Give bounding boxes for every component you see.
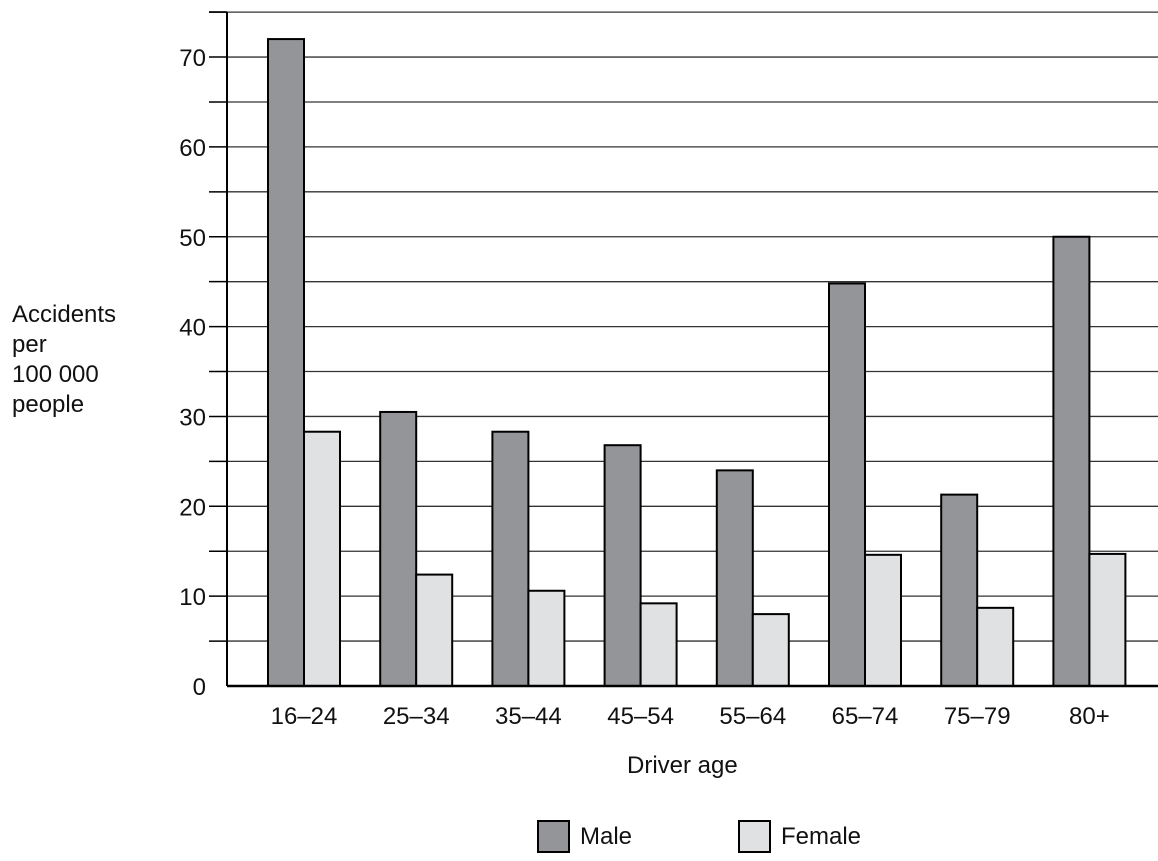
bar-male (941, 495, 977, 686)
legend-item-female: Female (738, 820, 861, 853)
y-tick-label: 30 (179, 404, 206, 431)
y-axis-label: Accidents per 100 000 people (12, 300, 116, 420)
x-tick-label: 55–64 (719, 703, 786, 730)
bar-female (753, 614, 789, 686)
bar-female (865, 555, 901, 686)
bar-female (304, 432, 340, 686)
y-tick-label: 10 (179, 584, 206, 611)
legend-item-male: Male (537, 820, 632, 853)
y-tick-label: 20 (179, 494, 206, 521)
bar-female (977, 608, 1013, 686)
y-tick-label: 50 (179, 225, 206, 252)
bar-male (492, 432, 528, 686)
bar-female (528, 591, 564, 686)
bar-male (268, 39, 304, 686)
x-tick-label: 45–54 (607, 703, 674, 730)
x-tick-label: 35–44 (495, 703, 562, 730)
x-tick-label: 25–34 (383, 703, 450, 730)
legend: Male Female (0, 820, 1158, 860)
x-tick-label: 65–74 (832, 703, 899, 730)
legend-swatch-female (738, 820, 771, 853)
bar-female (641, 603, 677, 686)
legend-label-female: Female (781, 823, 861, 851)
bar-male (605, 445, 641, 686)
x-axis-label: Driver age (627, 752, 738, 780)
legend-label-male: Male (580, 823, 632, 851)
bar-male (829, 283, 865, 686)
y-axis-label-line: per (12, 330, 116, 360)
bar-male (1053, 237, 1089, 686)
bar-male (380, 412, 416, 686)
x-tick-label: 16–24 (271, 703, 338, 730)
y-tick-label: 60 (179, 135, 206, 162)
bar-female (416, 575, 452, 686)
y-tick-label: 0 (193, 674, 206, 701)
y-tick-label: 40 (179, 315, 206, 342)
y-axis-label-line: people (12, 390, 116, 420)
y-axis-label-line: Accidents (12, 300, 116, 330)
legend-swatch-male (537, 820, 570, 853)
x-tick-label: 75–79 (944, 703, 1011, 730)
bar-male (717, 470, 753, 686)
y-axis-label-line: 100 000 (12, 360, 116, 390)
y-tick-label: 70 (179, 45, 206, 72)
bar-female (1089, 554, 1125, 686)
x-tick-label: 80+ (1069, 703, 1110, 730)
